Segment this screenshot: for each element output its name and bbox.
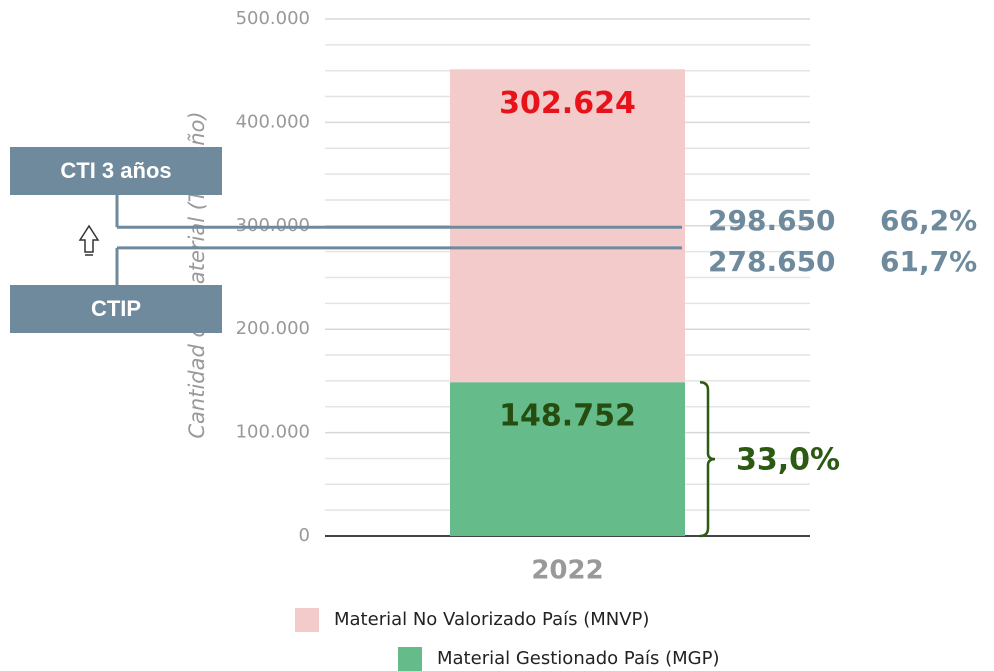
x-tick-label: 2022: [531, 556, 603, 586]
reference-value-label: 278.650: [708, 245, 836, 278]
brace: [699, 380, 716, 538]
reference-value-label: 298.650: [708, 204, 836, 237]
arrow-icon: [78, 224, 100, 256]
y-tick-label: 500.000: [236, 8, 310, 29]
legend-swatch: [398, 647, 422, 671]
label-box: [10, 147, 222, 195]
legend-label: Material Gestionado País (MGP): [437, 648, 719, 669]
y-tick-label: 100.000: [236, 422, 310, 443]
reference-percent-label: 61,7%: [880, 245, 977, 278]
reference-percent-label: 66,2%: [880, 204, 977, 237]
bar-value-label: 148.752: [499, 399, 636, 434]
legend-label: Material No Valorizado País (MNVP): [334, 609, 649, 630]
y-tick-label: 300.000: [236, 215, 310, 236]
box-label: CTIP: [91, 296, 141, 321]
y-tick-label: 200.000: [236, 318, 310, 339]
y-tick-label: 400.000: [236, 111, 310, 132]
brace-label: 33,0%: [736, 443, 840, 478]
y-tick-label: 0: [299, 525, 310, 546]
box-label: CTI 3 años: [60, 158, 171, 183]
bar-value-label: 302.624: [499, 86, 636, 121]
label-box: [10, 285, 222, 333]
bar-segment: [450, 382, 685, 536]
legend-swatch: [295, 608, 319, 632]
